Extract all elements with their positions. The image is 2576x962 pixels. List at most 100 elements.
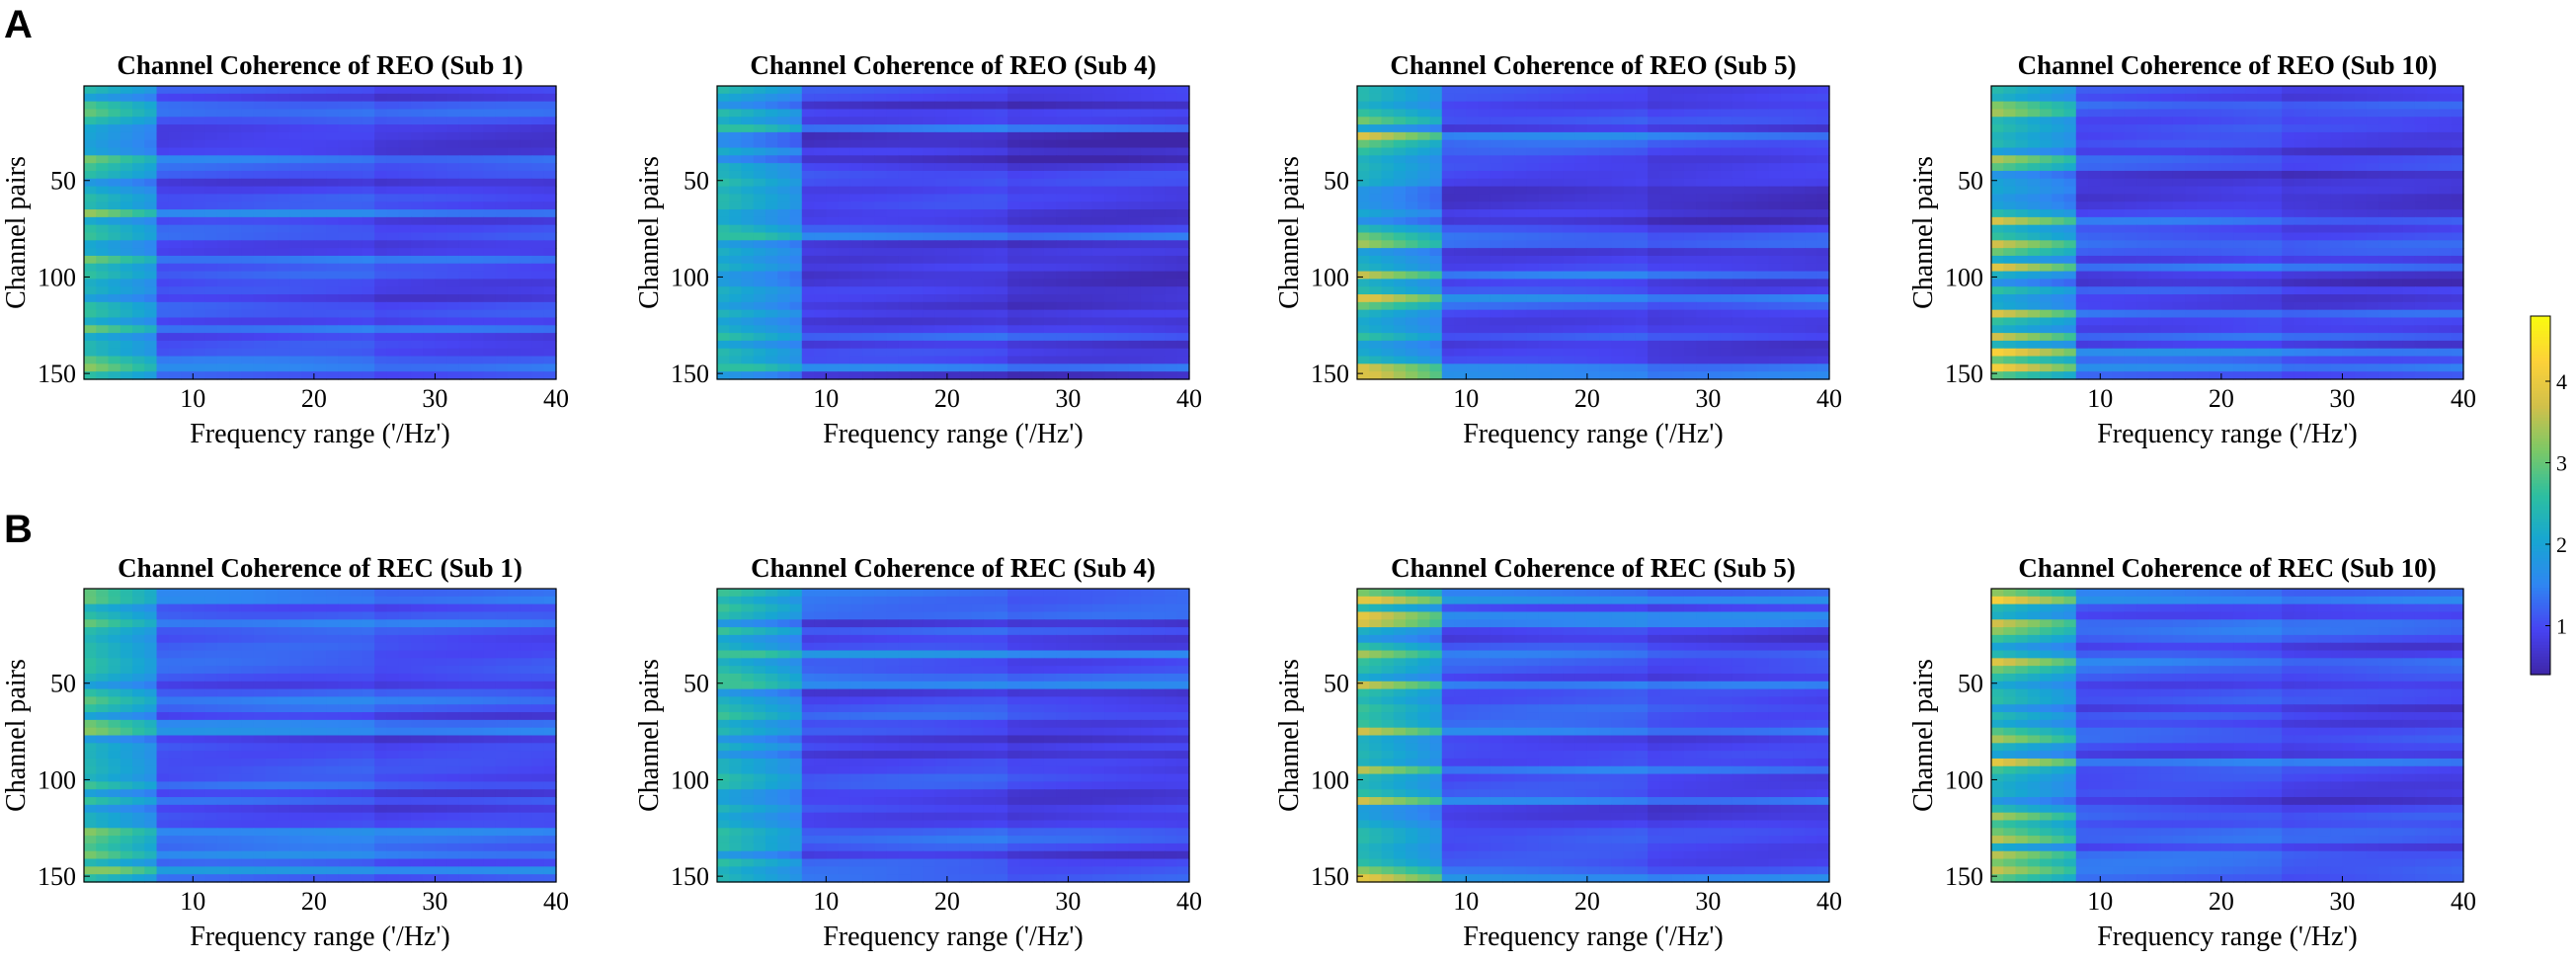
heatmap-cell — [374, 109, 388, 118]
heatmap-cell — [1176, 340, 1190, 350]
heatmap-cell — [1720, 248, 1733, 257]
heatmap-cell — [1671, 224, 1685, 234]
heatmap-cell — [374, 201, 388, 210]
heatmap-cell — [1454, 201, 1467, 210]
heatmap-cell — [1720, 294, 1733, 303]
heatmap-cell — [265, 194, 279, 202]
heatmap-cell — [898, 232, 912, 241]
heatmap-cell — [777, 170, 791, 180]
heatmap-cell — [886, 325, 900, 334]
heatmap-cell — [531, 301, 545, 311]
heatmap-cell — [1696, 348, 1710, 358]
heatmap-cell — [204, 279, 218, 287]
heatmap-cell — [1551, 155, 1564, 164]
heatmap-cell — [1720, 163, 1733, 172]
heatmap-cell — [1116, 124, 1130, 133]
heatmap-cell — [838, 117, 851, 125]
heatmap-cell — [1417, 356, 1431, 364]
heatmap-cell — [2269, 139, 2283, 149]
heatmap-cell — [458, 93, 472, 103]
heatmap-cell — [1648, 194, 1661, 202]
heatmap-cell — [84, 363, 97, 372]
heatmap-cell — [2245, 101, 2259, 111]
heatmap-cell — [1080, 309, 1093, 319]
heatmap-cell — [2160, 101, 2174, 111]
heatmap-cell — [2220, 101, 2234, 111]
heatmap-cell — [934, 248, 948, 257]
heatmap-cell — [350, 340, 363, 350]
heatmap-cell — [2245, 139, 2259, 149]
heatmap-cell — [2245, 163, 2259, 172]
heatmap-cell — [96, 255, 110, 265]
heatmap-cell — [1768, 216, 1782, 226]
heatmap-cell — [362, 371, 375, 380]
heatmap-cell — [423, 356, 437, 364]
heatmap-cell — [1623, 325, 1637, 334]
heatmap-cell — [144, 286, 158, 295]
heatmap-cell — [216, 348, 230, 358]
heatmap-cell — [1526, 317, 1540, 326]
heatmap-cell — [1683, 371, 1697, 380]
heatmap-cell — [959, 333, 972, 342]
heatmap-cell — [1659, 333, 1673, 342]
heatmap-cell — [1599, 101, 1612, 111]
heatmap-cell — [1043, 248, 1057, 257]
heatmap-cell — [253, 201, 267, 210]
heatmap-cell — [483, 286, 497, 295]
heatmap-cell — [2451, 93, 2464, 103]
heatmap-cell — [144, 363, 158, 372]
heatmap-cell — [458, 209, 472, 218]
heatmap-cell — [1793, 170, 1807, 180]
heatmap-cell — [1357, 117, 1370, 125]
heatmap-cell — [1104, 309, 1118, 319]
heatmap-cell — [362, 109, 375, 118]
heatmap-cell — [193, 255, 206, 265]
heatmap-cell — [898, 209, 912, 218]
heatmap-cell — [946, 186, 960, 196]
heatmap-cell — [1128, 178, 1142, 188]
heatmap-cell — [1744, 240, 1758, 249]
heatmap-cell — [84, 224, 97, 234]
heatmap-cell — [1104, 271, 1118, 280]
heatmap-cell — [717, 248, 730, 257]
heatmap-cell — [959, 201, 972, 210]
heatmap-cell — [471, 117, 485, 125]
heatmap-cell — [144, 333, 158, 342]
heatmap-cell — [301, 147, 315, 156]
heatmap-cell — [144, 255, 158, 265]
heatmap-cell — [826, 294, 840, 303]
heatmap-cell — [1756, 325, 1770, 334]
heatmap-cell — [362, 101, 375, 111]
heatmap-cell — [1007, 139, 1021, 149]
heatmap-cell — [2414, 131, 2428, 141]
heatmap-cell — [120, 301, 133, 311]
heatmap-cell — [520, 178, 533, 188]
heatmap-cell — [1478, 325, 1491, 334]
heatmap-cell — [265, 232, 279, 241]
heatmap-cell — [1080, 201, 1093, 210]
heatmap-cell — [1744, 363, 1758, 372]
heatmap-cell — [1574, 216, 1588, 226]
heatmap-cell — [1551, 101, 1564, 111]
heatmap-cell — [96, 294, 110, 303]
heatmap-cell — [1140, 163, 1154, 172]
heatmap-cell — [741, 348, 755, 358]
heatmap-cell — [2402, 155, 2416, 164]
heatmap-cell — [886, 216, 900, 226]
heatmap-cell — [753, 101, 766, 111]
heatmap-cell — [911, 325, 924, 334]
heatmap-cell — [1635, 340, 1649, 350]
heatmap-cell — [1031, 294, 1045, 303]
heatmap-cell — [338, 248, 352, 257]
heatmap-cell — [971, 194, 985, 202]
heatmap-cell — [2112, 178, 2126, 188]
heatmap-cell — [2100, 147, 2114, 156]
heatmap-cell — [1768, 155, 1782, 164]
heatmap-cell — [1671, 147, 1685, 156]
heatmap-cell — [934, 163, 948, 172]
heatmap-cell — [862, 363, 875, 372]
heatmap-cell — [1720, 279, 1733, 287]
heatmap-cell — [1417, 248, 1431, 257]
heatmap-cell — [959, 147, 972, 156]
heatmap-cell — [1586, 86, 1600, 95]
